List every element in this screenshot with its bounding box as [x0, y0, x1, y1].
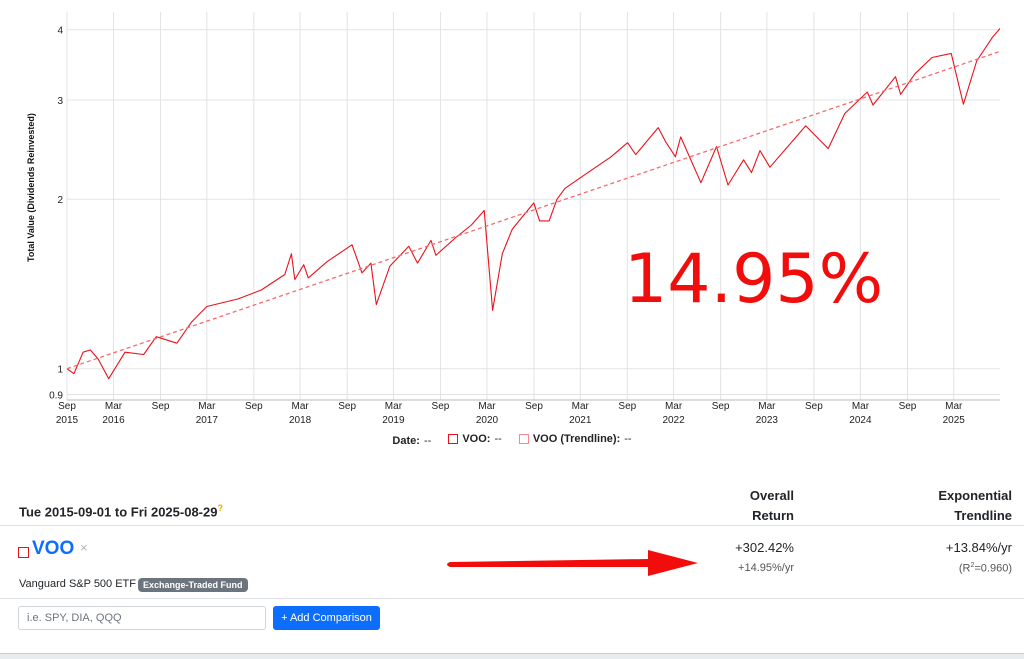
- ticker-search-input[interactable]: [18, 606, 266, 630]
- x-tick-label: Mar: [292, 401, 310, 412]
- x-tick-label: Sep: [899, 401, 917, 412]
- x-tick-label: Mar: [105, 401, 123, 412]
- red-arrow-annotation: [447, 550, 698, 576]
- y-tick-label: 1: [57, 365, 63, 376]
- col-overall-return-line2: Return: [752, 508, 794, 523]
- table-header: Tue 2015-09-01 to Fri 2025-08-29? Overal…: [0, 476, 1024, 526]
- x-tick-year: 2016: [102, 415, 125, 426]
- performance-chart[interactable]: Sep 2015 Mar 2016 Sep Mar 2017 Sep Mar 2018 Sep Mar…: [0, 0, 1024, 430]
- fund-name: Vanguard S&P 500 ETF: [19, 578, 136, 590]
- annual-return-annotation: 14.95%: [624, 240, 883, 319]
- legend-swatch-voo: [448, 434, 459, 444]
- x-tick-label: Sep: [58, 401, 76, 412]
- x-tick-year: 2022: [662, 415, 685, 426]
- legend-item-trendline[interactable]: VOO (Trendline): --: [518, 433, 632, 445]
- x-tick-label: Sep: [805, 401, 823, 412]
- y-axis-label: Total Value (Dividends Reinvested): [26, 113, 36, 262]
- legend-date-value: --: [423, 435, 432, 447]
- x-tick-label: Mar: [385, 401, 403, 412]
- col-trend-line2: Trendline: [954, 508, 1012, 523]
- add-comparison-row: + Add Comparison: [0, 600, 1024, 640]
- x-tick-label: Mar: [478, 401, 496, 412]
- period-text: Tue 2015-09-01 to Fri 2025-08-29: [19, 504, 218, 520]
- x-tick-year: 2020: [476, 415, 499, 426]
- r2-exponent: 2: [970, 562, 975, 569]
- remove-icon[interactable]: ×: [80, 540, 88, 555]
- help-icon[interactable]: ?: [217, 503, 223, 513]
- legend-value-voo: --: [494, 433, 502, 445]
- chart-legend: Date: -- VOO: -- VOO (Trendline): --: [0, 433, 1024, 447]
- x-tick-label: Sep: [712, 401, 730, 412]
- table-row: VOO × Vanguard S&P 500 ETF Exchange-Trad…: [0, 526, 1024, 599]
- arrow-shape: [447, 550, 698, 576]
- legend-value-trendline: --: [624, 433, 632, 445]
- overall-return-value: +302.42%: [735, 540, 794, 555]
- x-tick-year: 2017: [196, 415, 219, 426]
- x-tick-year: 2024: [849, 415, 872, 426]
- fund-type-badge: Exchange-Traded Fund: [138, 578, 248, 592]
- trendline-rate-value: +13.84%/yr: [945, 540, 1012, 555]
- col-overall-return-line1: Overall: [749, 488, 794, 503]
- annualized-return-value: +14.95%/yr: [738, 562, 794, 574]
- bottom-border: [0, 653, 1024, 659]
- x-tick-label: Sep: [432, 401, 450, 412]
- legend-date: Date: --: [392, 435, 431, 447]
- col-overall-return: Overall Return: [674, 486, 794, 526]
- x-tick-year: 2019: [382, 415, 405, 426]
- x-tick-label: Sep: [618, 401, 636, 412]
- x-tick-label: Mar: [758, 401, 776, 412]
- x-tick-label: Mar: [665, 401, 683, 412]
- x-tick-year: 2021: [569, 415, 592, 426]
- legend-swatch-trendline: [518, 434, 529, 444]
- x-tick-year: 2025: [943, 415, 966, 426]
- series-color-swatch: [18, 547, 29, 558]
- x-tick-label: Mar: [572, 401, 590, 412]
- ticker-link[interactable]: VOO: [32, 538, 75, 559]
- legend-date-label: Date:: [392, 435, 420, 447]
- r2-suffix: =0.960): [974, 562, 1012, 575]
- period-label: Tue 2015-09-01 to Fri 2025-08-29?: [19, 503, 223, 519]
- voo-trendline: [66, 50, 1001, 370]
- legend-label-voo: VOO:: [462, 433, 491, 445]
- col-exponential-trendline: Exponential Trendline: [892, 486, 1012, 526]
- x-tick-label: Mar: [852, 401, 870, 412]
- x-tick-label: Mar: [198, 401, 216, 412]
- x-tick-label: Sep: [245, 401, 263, 412]
- x-tick-label: Sep: [525, 401, 543, 412]
- x-tick-label: Sep: [338, 401, 356, 412]
- returns-table: Tue 2015-09-01 to Fri 2025-08-29? Overal…: [0, 476, 1024, 599]
- x-tick-year: 2018: [289, 415, 312, 426]
- x-tick-year: 2023: [756, 415, 779, 426]
- add-comparison-button[interactable]: + Add Comparison: [273, 606, 380, 630]
- legend-label-trendline: VOO (Trendline):: [532, 433, 621, 445]
- x-tick-label: Sep: [152, 401, 170, 412]
- voo-price-line: [66, 28, 1001, 380]
- y-tick-label: 4: [57, 26, 63, 37]
- y-tick-label: 2: [57, 195, 63, 206]
- r2-prefix: (R: [958, 562, 971, 575]
- y-tick-label: 3: [57, 96, 63, 107]
- y-tick-label: 0.9: [49, 391, 63, 402]
- legend-item-voo[interactable]: VOO: --: [448, 433, 502, 445]
- x-tick-year: 2015: [56, 415, 79, 426]
- chart-area[interactable]: Sep 2015 Mar 2016 Sep Mar 2017 Sep Mar 2018 Sep Mar…: [0, 0, 1024, 460]
- r-squared-value: (R2=0.960): [959, 562, 1012, 575]
- x-tick-label: Mar: [945, 401, 963, 412]
- col-trend-line1: Exponential: [938, 488, 1012, 503]
